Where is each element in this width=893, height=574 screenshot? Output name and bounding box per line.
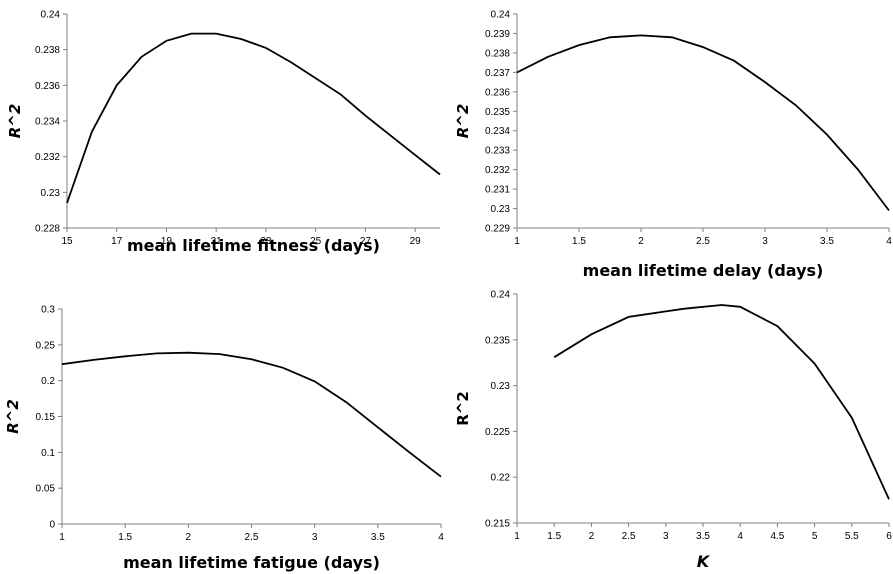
- y-tick-label: 0.234: [35, 117, 60, 128]
- x-tick-label: 3.5: [371, 532, 385, 543]
- series-line: [516, 34, 890, 212]
- x-axis-label: mean lifetime delay (days): [583, 261, 824, 280]
- y-tick-label: 0.215: [485, 519, 510, 530]
- x-tick-label: 4: [438, 532, 444, 543]
- x-tick-label: 29: [410, 236, 422, 247]
- y-tick-label: 0.232: [485, 165, 510, 176]
- x-tick-label: 15: [61, 236, 73, 247]
- y-tick-label: 0: [49, 520, 55, 531]
- x-tick-label: 1.5: [118, 532, 132, 543]
- y-tick-label: 0.2: [41, 376, 55, 387]
- y-tick-label: 0.239: [485, 29, 510, 40]
- x-tick-label: 27: [360, 236, 372, 247]
- y-tick-label: 0.229: [485, 224, 510, 235]
- x-tick-label: 1: [514, 531, 520, 542]
- x-tick-label: 19: [161, 236, 173, 247]
- y-tick-label: 0.24: [491, 290, 511, 301]
- y-tick-label: 0.25: [36, 340, 56, 351]
- x-tick-label: 23: [260, 236, 272, 247]
- y-axis-label: R^2: [6, 104, 24, 139]
- x-tick-label: 17: [111, 236, 123, 247]
- x-tick-label: 1.5: [572, 236, 586, 247]
- y-tick-label: 0.235: [485, 335, 510, 346]
- y-axis-label: R^2: [454, 104, 472, 139]
- y-tick-label: 0.22: [491, 473, 511, 484]
- x-tick-label: 4: [886, 236, 892, 247]
- x-axis-label: mean lifetime fitness (days): [127, 236, 380, 255]
- y-tick-label: 0.231: [485, 185, 510, 196]
- y-tick-label: 0.24: [491, 10, 511, 21]
- x-tick-label: 5: [812, 531, 818, 542]
- y-tick-label: 0.228: [35, 224, 60, 235]
- x-tick-label: 1: [59, 532, 65, 543]
- x-tick-label: 3.5: [696, 531, 710, 542]
- x-tick-label: 2: [638, 236, 644, 247]
- y-tick-label: 0.238: [35, 45, 60, 56]
- y-tick-label: 0.24: [41, 10, 61, 21]
- x-tick-label: 3: [312, 532, 318, 543]
- x-tick-label: 21: [211, 236, 223, 247]
- y-tick-label: 0.1: [41, 448, 55, 459]
- x-tick-label: 25: [310, 236, 322, 247]
- y-tick-label: 0.238: [485, 48, 510, 59]
- x-tick-label: 2: [589, 531, 595, 542]
- y-tick-label: 0.237: [485, 68, 510, 79]
- x-tick-label: 4: [737, 531, 743, 542]
- y-tick-label: 0.23: [41, 188, 61, 199]
- y-axis-label: R^2: [454, 391, 472, 426]
- y-axis-label: R^2: [4, 399, 22, 434]
- y-tick-label: 0.232: [35, 152, 60, 163]
- x-axis-label: K: [697, 552, 711, 571]
- x-tick-label: 2.5: [245, 532, 259, 543]
- x-tick-label: 3.5: [820, 236, 834, 247]
- y-tick-label: 0.23: [491, 381, 511, 392]
- series-line: [61, 351, 442, 478]
- y-tick-label: 0.15: [36, 412, 56, 423]
- chart-panel-3: 0 0.05 0.1 0.15 0.2 0.25 0.3 1 1.5 2 2.5 3 3.5 4 mean …: [4, 305, 444, 573]
- x-tick-label: 5.5: [845, 531, 859, 542]
- y-tick-label: 0.236: [485, 87, 510, 98]
- x-tick-label: 1: [514, 236, 520, 247]
- chart-panel-1: 0.228 0.23 0.232 0.234 0.236 0.238 0.24 15 17 19 2…: [6, 10, 441, 255]
- x-tick-label: 4.5: [770, 531, 784, 542]
- x-tick-label: 3: [663, 531, 669, 542]
- chart-panel-4: 0.215 0.22 0.225 0.23 0.235 0.24 1 1.5 2 2.5 3 3.5 4…: [454, 290, 892, 572]
- y-tick-label: 0.234: [485, 126, 510, 137]
- series-line: [66, 32, 441, 204]
- y-tick-label: 0.235: [485, 107, 510, 118]
- x-tick-label: 6: [886, 531, 892, 542]
- x-tick-label: 3: [762, 236, 768, 247]
- y-tick-label: 0.3: [41, 305, 55, 316]
- x-tick-label: 2: [186, 532, 192, 543]
- y-tick-label: 0.225: [485, 427, 510, 438]
- y-tick-label: 0.236: [35, 81, 60, 92]
- y-tick-label: 0.233: [485, 146, 510, 157]
- y-tick-label: 0.23: [491, 204, 511, 215]
- x-tick-label: 2.5: [696, 236, 710, 247]
- y-tick-label: 0.05: [36, 484, 56, 495]
- chart-panel-2: 0.229 0.23 0.231 0.232 0.233 0.234 0.235 0.236 0…: [454, 10, 892, 281]
- x-tick-label: 1.5: [547, 531, 561, 542]
- x-tick-label: 2.5: [622, 531, 636, 542]
- x-axis-label: mean lifetime fatigue (days): [123, 553, 380, 572]
- series-line: [553, 304, 890, 500]
